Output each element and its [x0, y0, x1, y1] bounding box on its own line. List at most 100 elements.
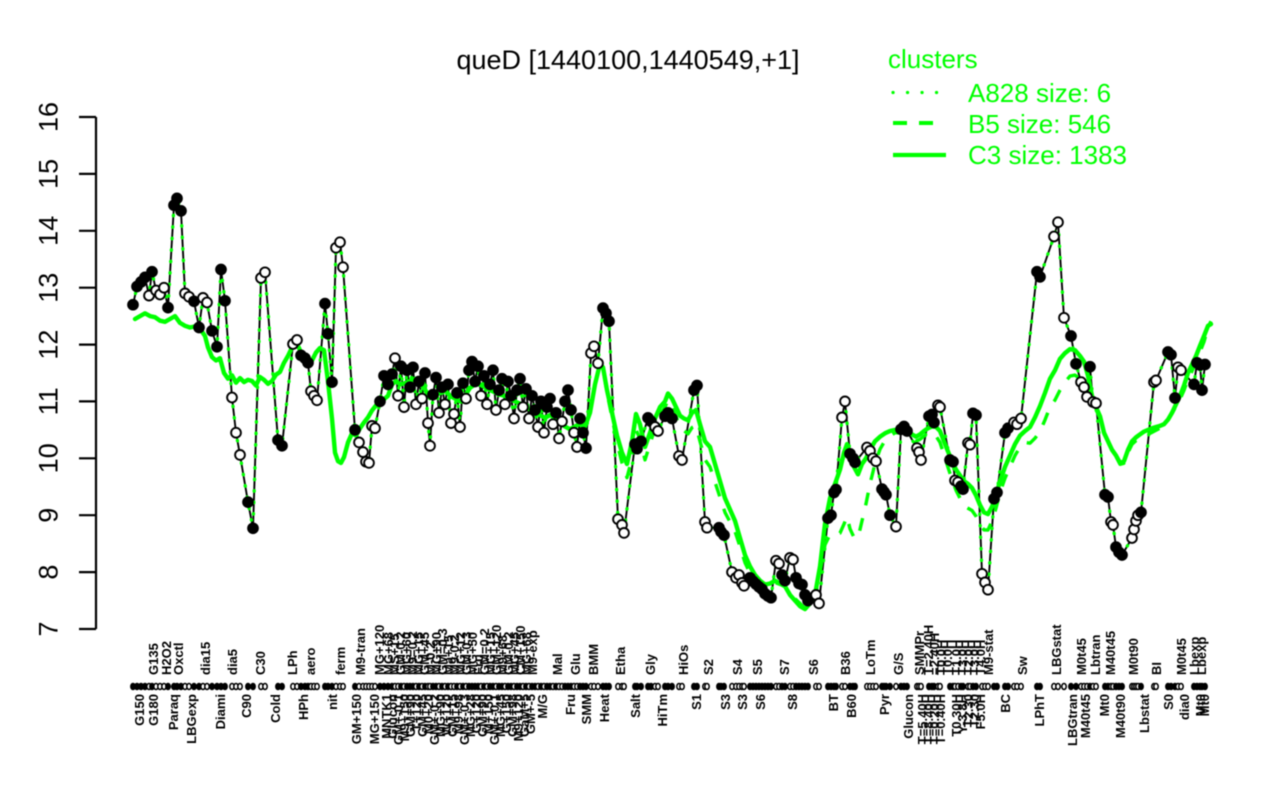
svg-text:MG+60: MG+60: [399, 632, 414, 675]
svg-text:M/G: M/G: [535, 694, 550, 719]
svg-text:MG+90: MG+90: [433, 694, 448, 737]
svg-text:S6: S6: [753, 694, 768, 710]
svg-text:M+150: M+150: [481, 694, 496, 734]
svg-text:A828 size: 6: A828 size: 6: [968, 78, 1111, 108]
svg-text:10: 10: [34, 443, 64, 473]
svg-text:T2.30: T2.30: [961, 694, 976, 727]
svg-text:M9+150: M9+150: [397, 694, 412, 741]
svg-text:M9-tran: M9-tran: [353, 628, 368, 675]
svg-text:8: 8: [34, 565, 64, 580]
svg-text:MG+15: MG+15: [483, 632, 498, 675]
svg-text:Salt: Salt: [628, 693, 643, 718]
svg-text:GM+-5: GM+-5: [523, 694, 538, 734]
svg-text:G+120: G+120: [469, 694, 484, 733]
svg-text:GM+45: GM+45: [415, 694, 430, 737]
svg-text:aero: aero: [303, 647, 318, 675]
svg-text:13: 13: [34, 273, 64, 303]
svg-text:LBGstat: LBGstat: [1049, 624, 1064, 675]
svg-text:Fru: Fru: [563, 694, 578, 715]
svg-text:GM-0.3: GM-0.3: [459, 632, 474, 675]
svg-text:T=5.40H: T=5.40H: [915, 694, 930, 744]
svg-text:G/S: G/S: [891, 652, 906, 675]
svg-text:Glu: Glu: [568, 653, 583, 675]
svg-text:16: 16: [34, 102, 64, 132]
svg-text:M9+120: M9+120: [511, 694, 526, 741]
svg-text:HPh: HPh: [296, 694, 311, 720]
svg-text:T=8.40H: T=8.40H: [921, 694, 936, 744]
svg-text:G150: G150: [132, 694, 147, 726]
svg-text:BI: BI: [1149, 662, 1164, 675]
svg-text:HiOs: HiOs: [676, 645, 691, 675]
svg-text:SMM: SMM: [579, 694, 594, 724]
svg-text:M9=0.2: M9=0.2: [405, 631, 420, 675]
svg-text:T=0.40H: T=0.40H: [933, 694, 948, 744]
svg-text:clusters: clusters: [888, 44, 978, 74]
svg-text:HiTm: HiTm: [655, 694, 670, 727]
svg-text:Mt0: Mt0: [1197, 694, 1212, 716]
svg-text:Oxctl: Oxctl: [171, 642, 186, 675]
svg-text:S3: S3: [735, 694, 750, 710]
svg-text:M-0.2: M-0.2: [423, 642, 438, 675]
svg-text:C30: C30: [253, 651, 268, 675]
svg-text:GM-0.2: GM-0.2: [501, 632, 516, 675]
svg-text:Diami: Diami: [213, 694, 228, 729]
svg-text:Lbexp: Lbexp: [1194, 637, 1209, 675]
svg-text:GM+45: GM+45: [417, 632, 432, 675]
svg-text:F5.0H: F5.0H: [973, 694, 988, 729]
svg-text:B60: B60: [844, 694, 859, 718]
svg-text:dia0: dia0: [1177, 694, 1192, 720]
svg-text:Etha: Etha: [613, 646, 628, 675]
svg-text:GaM+5: GaM+5: [517, 694, 532, 737]
svg-text:GM-0.2: GM-0.2: [393, 632, 408, 675]
svg-text:G135: G135: [146, 643, 161, 675]
svg-text:GM+-0.1: GM+-0.1: [391, 694, 406, 745]
svg-text:MG+68: MG+68: [381, 632, 396, 675]
svg-text:MG+50: MG+50: [465, 632, 480, 675]
svg-text:GM+98: GM+98: [505, 694, 520, 737]
svg-text:Lbtran: Lbtran: [1088, 635, 1103, 676]
svg-text:Heat: Heat: [597, 693, 612, 722]
svg-text:S4: S4: [730, 658, 745, 675]
svg-text:T=2.40H: T=2.40H: [921, 625, 936, 675]
svg-text:=2.40H: =2.40H: [927, 633, 942, 675]
svg-text:ferm: ferm: [333, 647, 348, 675]
svg-text:MG+15: MG+15: [411, 632, 426, 675]
svg-text:M0t90: M0t90: [1126, 638, 1141, 675]
svg-text:GM+-0.3: GM+-0.3: [457, 694, 472, 745]
svg-text:T0.0H: T0.0H: [940, 640, 955, 675]
svg-text:Mt0: Mt0: [1193, 694, 1208, 716]
svg-text:15: 15: [34, 159, 64, 189]
svg-text:T3.0H: T3.0H: [967, 640, 982, 675]
svg-text:B36: B36: [838, 651, 853, 675]
svg-text:nit: nit: [325, 693, 340, 710]
svg-text:Cold: Cold: [268, 694, 283, 723]
svg-text:dia5: dia5: [225, 649, 240, 675]
svg-text:Paraq: Paraq: [166, 694, 181, 730]
svg-text:Glucon: Glucon: [901, 694, 916, 739]
svg-text:M9+98: M9+98: [451, 694, 466, 734]
svg-text:S7: S7: [777, 659, 792, 675]
svg-text:S5: S5: [750, 659, 765, 675]
svg-text:MG+45: MG+45: [493, 694, 508, 737]
svg-text:MG+45: MG+45: [507, 632, 522, 675]
svg-text:GM+90: GM+90: [403, 694, 418, 737]
svg-text:SMMPr: SMMPr: [912, 631, 927, 675]
svg-text:GM+-0.1: GM+-0.1: [487, 694, 502, 745]
svg-text:LPh: LPh: [285, 650, 300, 675]
svg-text:BC: BC: [998, 693, 1013, 712]
svg-text:M9-stat: M9-stat: [981, 629, 996, 675]
svg-text:G+150: G+150: [499, 694, 514, 733]
svg-text:T=0.20H: T=0.20H: [927, 694, 942, 744]
svg-text:GM=0.3: GM=0.3: [435, 628, 450, 675]
svg-text:Lbexp: Lbexp: [1187, 637, 1202, 675]
svg-text:MG+90: MG+90: [429, 632, 444, 675]
svg-text:LPhT: LPhT: [1032, 694, 1047, 727]
svg-text:T0.30H: T0.30H: [949, 694, 964, 737]
svg-text:CM+150: CM+150: [513, 626, 528, 676]
svg-text:12: 12: [34, 330, 64, 360]
svg-text:GM=0.2: GM=0.2: [477, 628, 492, 675]
svg-text:T+120: T+120: [409, 694, 424, 731]
svg-text:M0t45: M0t45: [1074, 638, 1089, 675]
svg-text:B5 size: 546: B5 size: 546: [968, 109, 1111, 139]
svg-text:G180: G180: [146, 694, 161, 726]
